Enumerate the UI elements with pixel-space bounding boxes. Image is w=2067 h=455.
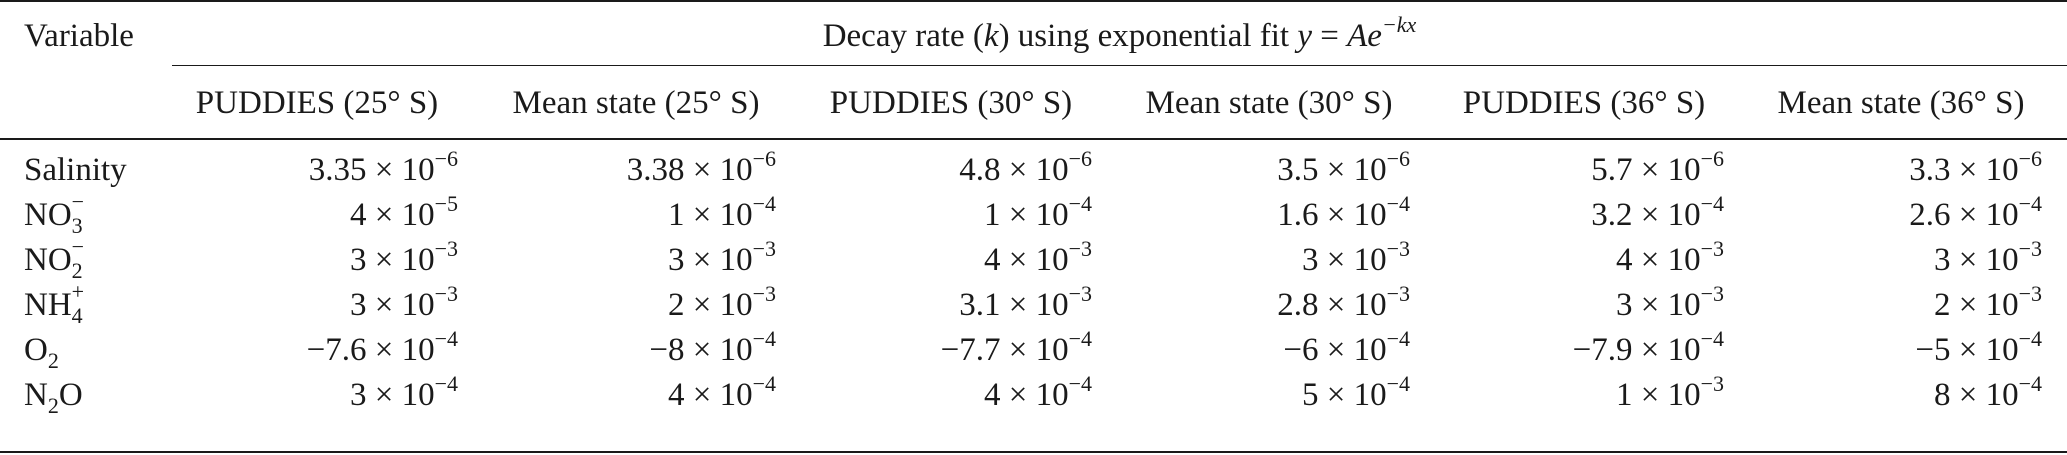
table-cell: 5.7 × 10−6 [1591,146,1724,188]
table-cell: −7.7 × 10−4 [940,326,1092,368]
table-cell: −5 × 10−4 [1915,326,2042,368]
row-label: NO −3 [24,189,85,238]
table-cell: 3.3 × 10−6 [1909,146,2042,188]
header-rule [0,138,2067,140]
table-cell: 3.2 × 10−4 [1591,191,1724,233]
group-header-k: k [983,18,999,54]
table-cell: 3 × 10−3 [1615,281,1724,323]
table-cell: 8 × 10−4 [1933,371,2042,413]
table-cell: 1.6 × 10−4 [1277,191,1410,233]
table-cell: −8 × 10−4 [649,326,776,368]
column-header: Mean state (36° S) [1777,85,2025,121]
table-cell: 4 × 10−5 [349,191,458,233]
column-header: PUDDIES (36° S) [1462,85,1706,121]
table-cell: 2 × 10−3 [1933,281,2042,323]
column-header: Mean state (30° S) [1145,85,1393,121]
table-cell: 4 × 10−4 [983,371,1092,413]
group-header-exponent: −kx [1381,12,1417,37]
column-header: PUDDIES (30° S) [829,85,1073,121]
group-header-prefix: Decay rate ( [822,18,984,54]
variable-header: Variable [24,18,134,54]
table-cell: 2.6 × 10−4 [1909,191,2042,233]
row-label: N2O [24,377,83,418]
table-cell: 2 × 10−3 [667,281,776,323]
bottom-rule [0,451,2067,453]
table-cell: 1 × 10−3 [1615,371,1724,413]
group-header: Decay rate (k) using exponential fit y =… [172,12,2067,59]
table-cell: 3 × 10−4 [349,371,458,413]
table-cell: 3.38 × 10−6 [626,146,776,188]
table-cell: 3 × 10−3 [667,236,776,278]
table-cell: −7.9 × 10−4 [1572,326,1724,368]
table-cell: 3 × 10−3 [1301,236,1410,278]
row-label: O2 [24,332,59,373]
table-cell: 3.1 × 10−3 [959,281,1092,323]
table-cell: 3 × 10−3 [349,281,458,323]
group-rule [172,65,2067,66]
group-header-y: y [1297,18,1312,54]
table-cell: 3 × 10−3 [349,236,458,278]
table-cell: 2.8 × 10−3 [1277,281,1410,323]
row-label: NO −2 [24,234,85,283]
table-cell: 3.5 × 10−6 [1277,146,1410,188]
table-cell: 4 × 10−4 [667,371,776,413]
table-cell: 1 × 10−4 [983,191,1092,233]
group-header-mid: ) using exponential fit [998,18,1298,54]
table-cell: 4.8 × 10−6 [959,146,1092,188]
group-header-ae: Ae [1347,18,1382,54]
group-header-eq: = [1312,18,1348,54]
row-label: Salinity [24,152,127,188]
column-header: Mean state (25° S) [512,85,760,121]
table-cell: −6 × 10−4 [1283,326,1410,368]
table-cell: 5 × 10−4 [1301,371,1410,413]
table-cell: −7.6 × 10−4 [306,326,458,368]
table-cell: 4 × 10−3 [1615,236,1724,278]
column-header: PUDDIES (25° S) [195,85,439,121]
row-label: NH +4 [24,279,85,328]
table-cell: 4 × 10−3 [983,236,1092,278]
top-rule [0,0,2067,2]
table-cell: 3.35 × 10−6 [308,146,458,188]
table-cell: 3 × 10−3 [1933,236,2042,278]
table-cell: 1 × 10−4 [667,191,776,233]
